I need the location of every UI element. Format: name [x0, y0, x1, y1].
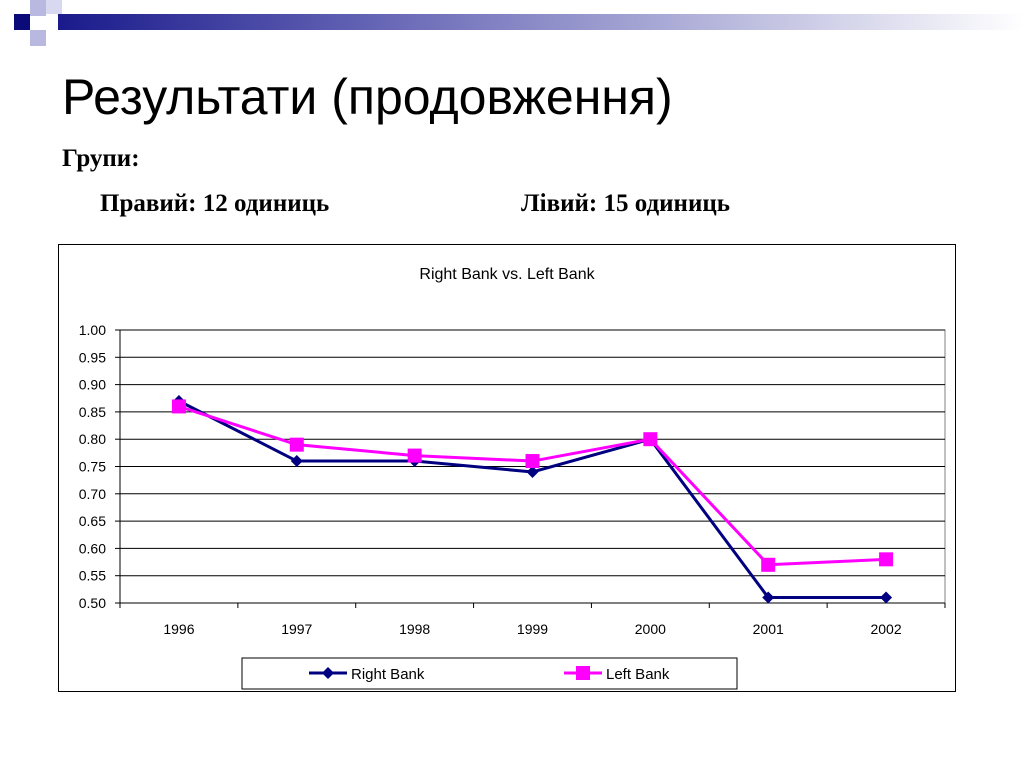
x-tick-label: 1997 [281, 621, 312, 637]
y-tick-label: 0.90 [79, 377, 106, 393]
y-tick-label: 0.55 [79, 568, 106, 584]
left-bank-point [407, 448, 422, 463]
x-tick-label: 2002 [870, 621, 901, 637]
left-bank-point [643, 432, 658, 447]
group-right-count: Правий: 12 одиниць [100, 190, 330, 217]
y-tick-label: 0.70 [79, 486, 106, 502]
decor-square-dark [14, 14, 30, 30]
chart-title: Right Bank vs. Left Bank [419, 266, 595, 283]
right-bank-series-line [178, 399, 887, 600]
group-left-count: Лівий: 15 одиниць [521, 190, 730, 217]
line-chart: Right Bank vs. Left Bank 0.50 0.55 0.60 0.6… [79, 266, 946, 690]
slide-title: Результати (продовження) [62, 69, 673, 125]
legend-left-bank-label: Left Bank [606, 666, 670, 683]
header-gradient-stripe [58, 14, 1024, 30]
decor-square-pale [46, 0, 62, 14]
x-tick-label: 2000 [635, 621, 666, 637]
decor-square-white [46, 14, 58, 30]
y-tick-label: 0.85 [79, 404, 106, 420]
y-tick-label: 0.80 [79, 431, 106, 447]
right-bank-point [290, 455, 303, 468]
decorative-header-bar [14, 0, 1024, 46]
y-tick-label: 0.65 [79, 513, 106, 529]
y-tick-label: 0.60 [79, 540, 106, 556]
y-tick-label: 0.75 [79, 459, 106, 475]
left-bank-point [879, 552, 894, 567]
left-bank-point [525, 454, 540, 469]
left-bank-point [289, 437, 304, 452]
left-bank-point [171, 399, 186, 414]
right-bank-point [526, 465, 539, 478]
left-bank-point [761, 557, 776, 572]
legend-left-bank-swatch-marker [576, 666, 590, 680]
left-bank-series-line [178, 405, 887, 567]
legend-right-bank-label: Right Bank [351, 666, 425, 683]
right-bank-point [880, 591, 893, 604]
legend-right-bank-swatch-marker [322, 667, 334, 679]
x-tick-label: 2001 [753, 621, 784, 637]
chart-frame: Right Bank vs. Left Bank 0.50 0.55 0.60 0.6… [58, 244, 956, 692]
y-tick-label: 0.95 [79, 349, 106, 365]
y-tick-label: 1.00 [79, 322, 106, 338]
y-tick-label: 0.50 [79, 595, 106, 611]
groups-heading: Групи: [62, 145, 140, 172]
x-tick-label: 1996 [163, 621, 194, 637]
decor-square-light [30, 0, 46, 16]
x-tick-label: 1999 [517, 621, 548, 637]
right-bank-point [762, 591, 775, 604]
decor-square-light-2 [30, 30, 46, 46]
x-tick-label: 1998 [399, 621, 430, 637]
